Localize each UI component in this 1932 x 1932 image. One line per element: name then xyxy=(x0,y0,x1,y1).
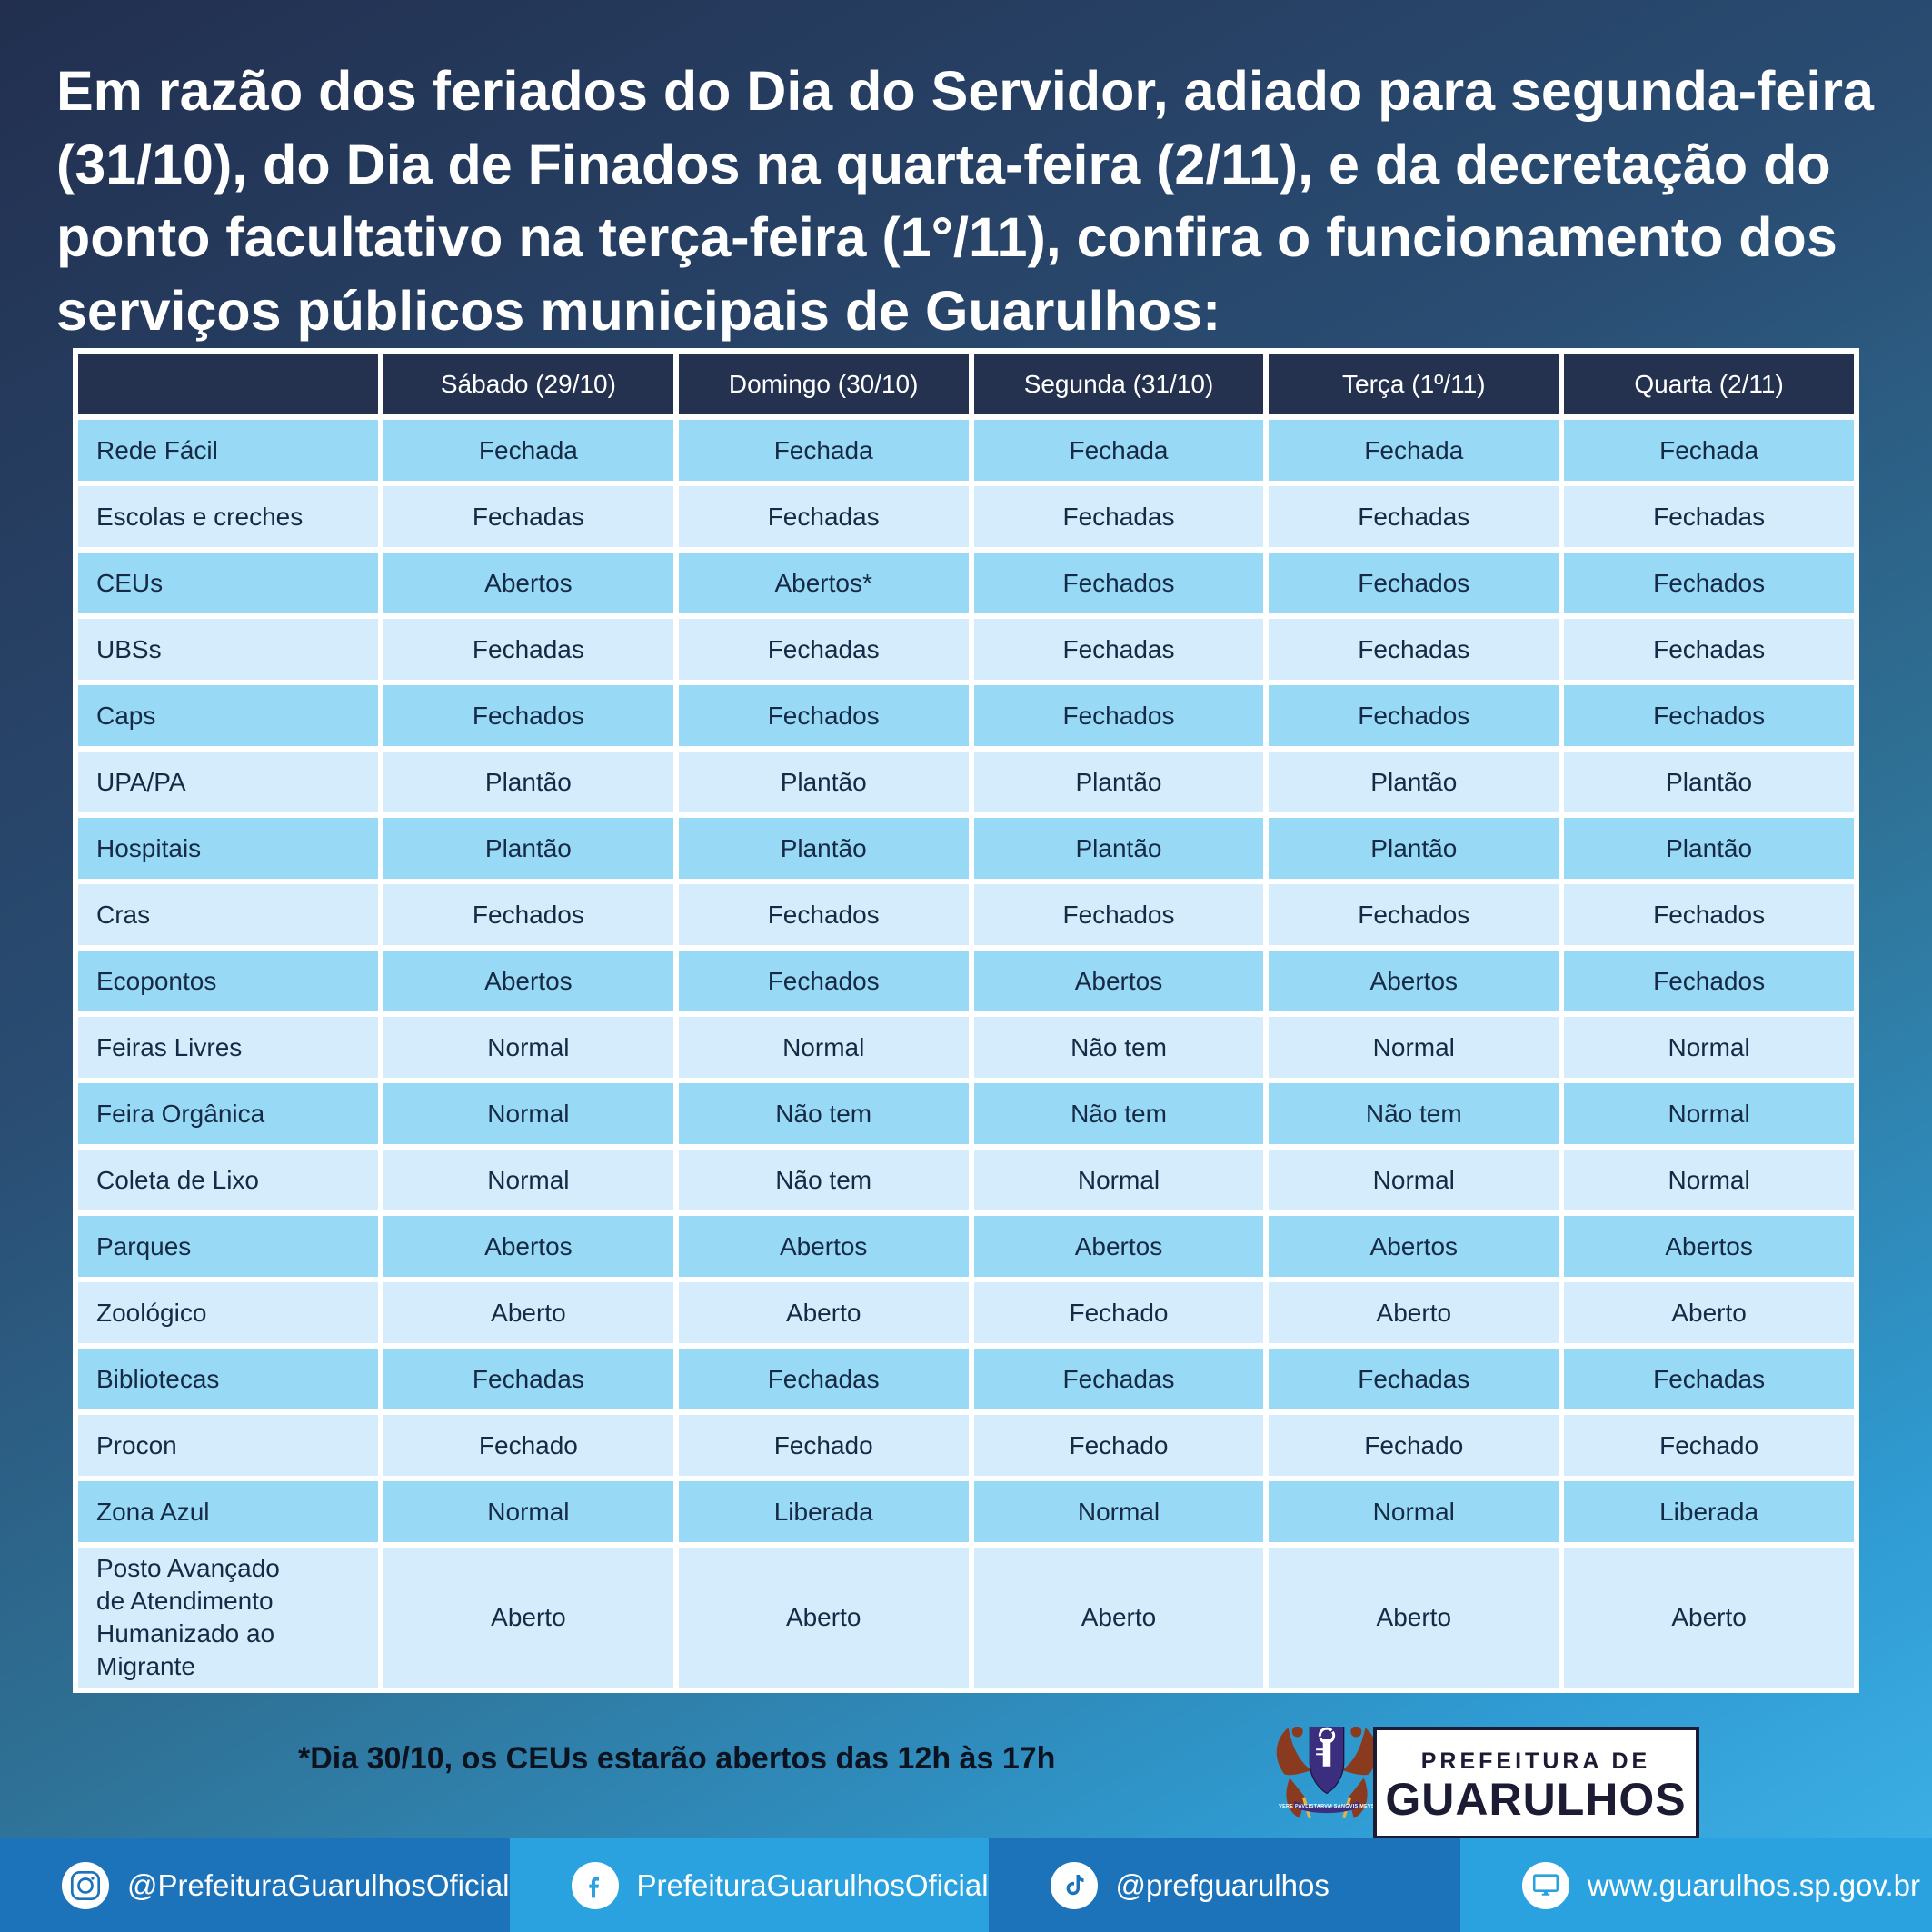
svg-text:PREFEITURA DE: PREFEITURA DE xyxy=(1421,1748,1650,1774)
svg-text:VERE PAVLISTARVM SANGVIS MEVS: VERE PAVLISTARVM SANGVIS MEVS xyxy=(1279,1804,1375,1809)
svg-text:GUARULHOS: GUARULHOS xyxy=(1385,1774,1686,1825)
